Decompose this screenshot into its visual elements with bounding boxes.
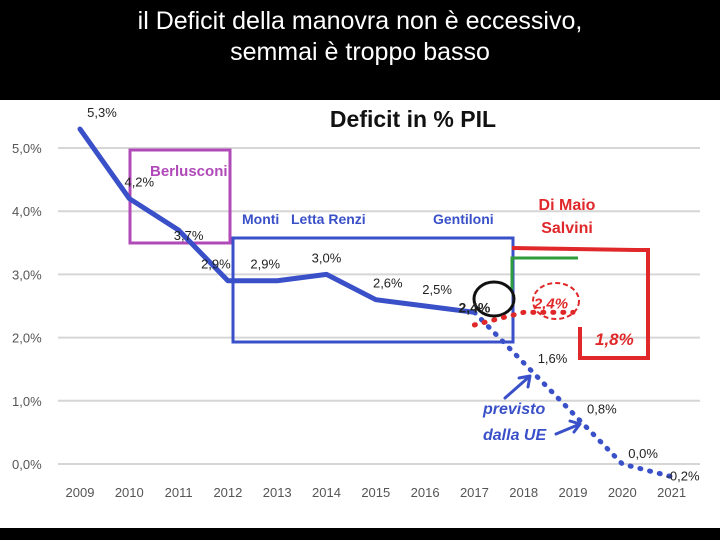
previsto-label: previsto <box>482 401 545 418</box>
arrow-2 <box>554 419 582 436</box>
x-tick-label: 2015 <box>361 485 390 500</box>
gentiloni-label: Gentiloni <box>433 211 494 227</box>
dimaio-label: Di Maio <box>539 197 596 214</box>
x-tick-label: 2021 <box>657 485 686 500</box>
y-tick-label: 5,0% <box>12 141 42 156</box>
x-tick-label: 2017 <box>460 485 489 500</box>
deficit-line-government-plan <box>471 309 576 328</box>
red-value-label: 1,8% <box>595 330 634 349</box>
x-tick-label: 2010 <box>115 485 144 500</box>
slide-title: il Deficit della manovra non è eccessivo… <box>0 0 720 100</box>
deficit-line-eu-forecast <box>471 309 675 480</box>
berlusconi-label: Berlusconi <box>150 163 228 180</box>
title-line-1: il Deficit della manovra non è eccessivo… <box>137 7 583 35</box>
data-label: -0,2% <box>666 469 700 484</box>
data-label: 2,4% <box>533 295 568 312</box>
data-label: 4,2% <box>124 175 154 190</box>
x-tick-label: 2019 <box>559 485 588 500</box>
x-tick-label: 2014 <box>312 485 341 500</box>
y-tick-label: 0,0% <box>12 457 42 472</box>
data-label: 5,3% <box>87 105 117 120</box>
green-marker <box>510 256 578 290</box>
red-circle <box>532 282 580 320</box>
deficit-chart: 0,0% 1,0% 2,0% 3,0% 4,0% 5,0% 2009 2010 2011 2012… <box>12 105 700 500</box>
y-tick-label: 3,0% <box>12 267 42 282</box>
arrow-1 <box>503 374 532 400</box>
y-tick-label: 4,0% <box>12 204 42 219</box>
x-tick-label: 2020 <box>608 485 637 500</box>
y-tick-label: 1,0% <box>12 394 42 409</box>
title-line-2: semmai è troppo basso <box>230 38 490 66</box>
highlight-circle <box>472 280 516 318</box>
data-label: 2,6% <box>373 276 403 291</box>
x-tick-label: 2013 <box>263 485 292 500</box>
data-label: 1,6% <box>538 351 568 366</box>
y-tick-label: 2,0% <box>12 331 42 346</box>
x-tick-label: 2011 <box>165 485 193 500</box>
x-tick-label: 2018 <box>509 485 538 500</box>
red-box-outline <box>511 246 650 360</box>
data-label: 0,0% <box>628 446 658 461</box>
data-label: 2,9% <box>201 257 231 272</box>
x-tick-label: 2012 <box>213 485 242 500</box>
data-label: 2,5% <box>422 282 452 297</box>
chart-panel: 0,0% 1,0% 2,0% 3,0% 4,0% 5,0% 2009 2010 2011 2012… <box>0 100 720 528</box>
data-label: 2,4% <box>458 299 490 315</box>
salvini-label: Salvini <box>541 220 593 237</box>
data-label: 0,8% <box>587 401 617 416</box>
x-tick-label: 2016 <box>411 485 440 500</box>
dalla-ue-label: dalla UE <box>483 427 547 444</box>
data-label: 3,7% <box>174 228 204 243</box>
data-label: 2,9% <box>250 257 280 272</box>
deficit-line-historical <box>77 126 477 315</box>
letta-renzi-label: Letta Renzi <box>291 211 366 227</box>
x-tick-label: 2009 <box>66 485 95 500</box>
monti-label: Monti <box>242 211 279 227</box>
data-label: 3,0% <box>312 250 342 265</box>
chart-title: Deficit in % PIL <box>330 106 496 132</box>
